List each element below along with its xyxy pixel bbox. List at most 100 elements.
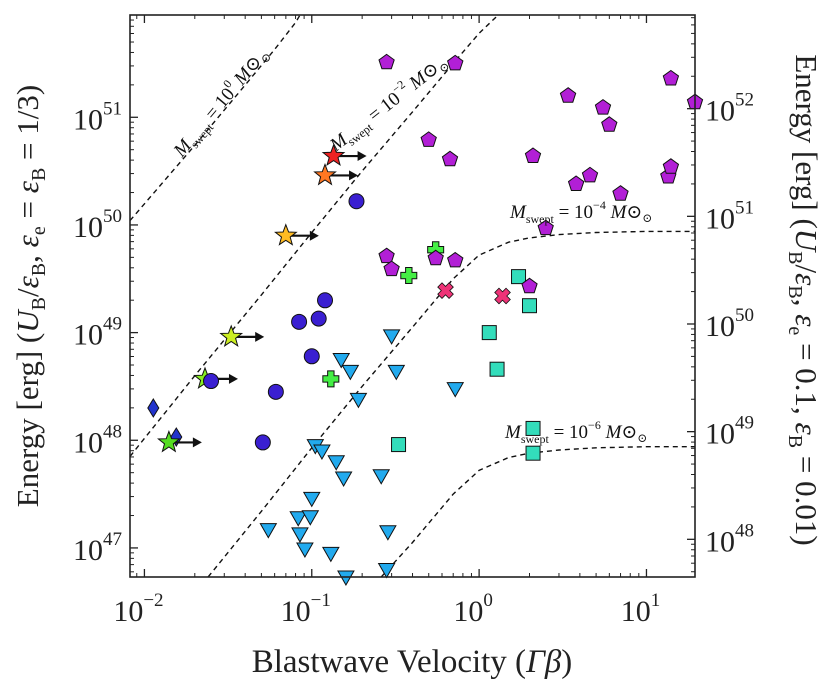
curve-Msweep-1e0 bbox=[130, 15, 301, 222]
y-left-tick-label-2: 1049 bbox=[73, 314, 122, 352]
marker-circles-4 bbox=[303, 348, 320, 365]
marker-pluses-0 bbox=[322, 370, 340, 388]
marker-triangles-1 bbox=[289, 511, 308, 527]
marker-triangles-9 bbox=[327, 455, 346, 471]
marker-triangles-15 bbox=[372, 469, 391, 485]
y-right-tick-label-2: 1050 bbox=[705, 305, 754, 343]
marker-pentagons-15 bbox=[601, 116, 618, 132]
marker-triangles-11 bbox=[334, 471, 353, 487]
marker-triangles-8 bbox=[321, 546, 340, 563]
marker-crosses-1 bbox=[494, 287, 511, 305]
marker-triangles-3 bbox=[296, 542, 314, 559]
marker-stars-1-arrow-head bbox=[228, 373, 238, 384]
marker-circles-3 bbox=[291, 313, 308, 330]
marker-triangles-4 bbox=[301, 510, 320, 526]
marker-pentagons-2 bbox=[383, 260, 400, 277]
marker-squares-0 bbox=[391, 437, 407, 453]
marker-pentagons-0 bbox=[378, 53, 395, 70]
marker-squares-4 bbox=[521, 298, 537, 314]
y-right-tick-label-4: 1052 bbox=[705, 90, 754, 128]
marker-crosses-1-shape bbox=[494, 287, 511, 305]
marker-pentagons-16 bbox=[612, 185, 629, 201]
x-axis-label: Blastwave Velocity (Γβ) bbox=[252, 644, 573, 680]
marker-stars-5-arrow-head bbox=[357, 151, 367, 162]
marker-triangles-19 bbox=[387, 364, 406, 381]
y-left-tick-label-1: 1048 bbox=[73, 421, 122, 459]
marker-stars-3 bbox=[274, 223, 298, 246]
curve-label-Msweep-1e-4: Mswept = 10−4 M⊙⊙ bbox=[509, 198, 652, 226]
curve-label-Msweep-1e-6: Mswept = 10−6 M⊙⊙ bbox=[504, 418, 647, 446]
curve-labels-group: Mswept = 100 M⊙⊙Mswept = 10−2 M⊙⊙Mswept … bbox=[166, 41, 652, 446]
marker-triangles-13 bbox=[341, 364, 360, 381]
marker-circles-1 bbox=[254, 434, 271, 451]
marker-triangles-7 bbox=[313, 444, 331, 461]
marker-crosses-0-shape bbox=[437, 282, 454, 299]
marker-triangles-14 bbox=[349, 392, 368, 409]
curve-Msweep-1e-4 bbox=[207, 230, 695, 577]
marker-triangles-17 bbox=[379, 525, 397, 541]
marker-circles-0 bbox=[203, 373, 220, 390]
x-tick-label-0: 10−2 bbox=[113, 590, 163, 628]
markers-group bbox=[147, 53, 704, 587]
marker-stars-4 bbox=[313, 162, 337, 186]
marker-stars-2-arrow-head bbox=[255, 331, 265, 342]
y-right-tick-label-0: 1048 bbox=[705, 520, 754, 558]
marker-pentagons-19 bbox=[662, 69, 680, 86]
marker-stars-3-arrow-head bbox=[309, 230, 319, 241]
marker-pentagons-12 bbox=[567, 175, 585, 191]
marker-circles-6 bbox=[317, 292, 334, 309]
curve-Msweep-1e-6 bbox=[380, 446, 695, 577]
marker-pentagons-9 bbox=[524, 147, 542, 163]
marker-squares-3 bbox=[511, 269, 527, 285]
marker-diamonds-0 bbox=[147, 398, 160, 418]
marker-circles-2 bbox=[267, 383, 284, 400]
marker-squares-2 bbox=[489, 361, 505, 377]
marker-pentagons-4 bbox=[427, 249, 444, 266]
marker-pentagons-11 bbox=[559, 87, 577, 103]
y-left-tick-label-4: 1051 bbox=[73, 98, 122, 136]
marker-pentagons-13 bbox=[581, 166, 599, 183]
marker-circles-7 bbox=[348, 193, 365, 210]
marker-triangles-2 bbox=[291, 527, 309, 543]
curve-Msweep-1e-2 bbox=[130, 15, 499, 457]
marker-pentagons-10 bbox=[537, 219, 554, 236]
marker-crosses-0 bbox=[437, 282, 454, 299]
curve-label-Msweep-1e0: Mswept = 100 M⊙⊙ bbox=[166, 41, 275, 164]
y-left-tick-label-3: 1050 bbox=[73, 206, 122, 244]
y-left-axis-label: Energy [erg] (UB​/εB​, εe​ = εB​ = 1/3) bbox=[10, 85, 50, 507]
marker-pentagons-7 bbox=[447, 54, 464, 71]
marker-triangles-10 bbox=[332, 353, 351, 369]
marker-triangles-16 bbox=[377, 562, 396, 579]
x-tick-label-3: 101 bbox=[621, 590, 661, 628]
marker-pentagons-5 bbox=[441, 150, 459, 167]
marker-stars-2 bbox=[219, 324, 244, 347]
marker-pentagons-14 bbox=[594, 98, 612, 115]
y-right-tick-label-3: 1051 bbox=[705, 197, 754, 235]
marker-stars-0-arrow-head bbox=[192, 437, 202, 448]
marker-stars-4-arrow-head bbox=[349, 170, 359, 181]
y-right-tick-label-1: 1049 bbox=[705, 413, 754, 451]
marker-squares-5 bbox=[525, 445, 541, 461]
y-right-ticks-group: 1048 1049 1050 1051 1052 bbox=[687, 17, 754, 573]
marker-pentagons-8 bbox=[521, 277, 538, 294]
y-left-tick-label-0: 1047 bbox=[73, 529, 122, 567]
marker-stars-0 bbox=[157, 429, 181, 453]
marker-pentagons-6 bbox=[447, 251, 464, 268]
x-ticks-group: 10−2 10−1 100 101 bbox=[113, 15, 660, 628]
y-right-axis-label: Energy [erg] (UB​/εB​, εe​ = 0.1, εB​ = … bbox=[784, 54, 824, 545]
y-left-ticks-group: 1047 1048 1049 1050 1051 bbox=[73, 19, 138, 573]
marker-triangles-12 bbox=[337, 570, 355, 587]
marker-triangles-5 bbox=[302, 491, 321, 508]
marker-stars-5 bbox=[321, 143, 346, 167]
marker-squares-1 bbox=[481, 325, 497, 341]
x-tick-label-1: 10−1 bbox=[281, 590, 331, 628]
x-tick-label-2: 100 bbox=[453, 590, 493, 628]
marker-triangles-0 bbox=[259, 523, 278, 539]
marker-triangles-20 bbox=[446, 382, 465, 398]
marker-squares-6 bbox=[525, 420, 541, 436]
marker-circles-5 bbox=[310, 310, 327, 327]
marker-triangles-18 bbox=[382, 329, 401, 345]
marker-pentagons-18 bbox=[662, 158, 680, 174]
marker-pluses-1 bbox=[400, 267, 418, 285]
marker-pentagons-1 bbox=[378, 247, 395, 264]
